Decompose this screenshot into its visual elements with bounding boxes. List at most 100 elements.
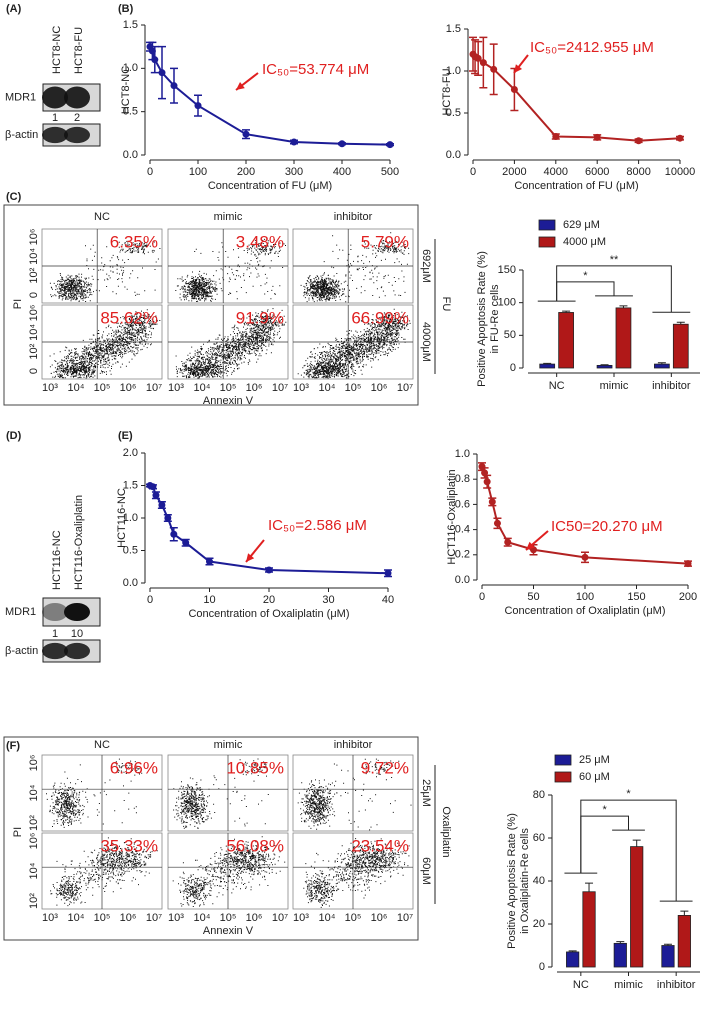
x-tick-label: 30 [322,594,334,606]
blot-band [64,603,90,621]
x-tick-label: 100 [576,591,594,603]
bar [615,307,632,369]
data-point [474,54,482,62]
percent-label: 3.48% [236,232,284,251]
y-tick-label: 2.0 [123,447,138,459]
x-tick-label: 10³ [42,382,58,394]
significance-label: * [626,788,631,800]
data-point [182,539,190,547]
x-tick-label: 10³ [293,912,309,924]
significance-bracket [556,265,672,313]
percent-label: 5.79% [361,232,409,251]
y-tick-label: 100 [498,297,516,309]
percent-label: 66.99% [351,308,409,327]
y-tick-label: 60 [533,832,545,844]
data-point [170,82,178,90]
legend-swatch [538,236,556,248]
annotation-arrowhead [246,553,255,562]
column-header: inhibitor [334,739,373,751]
x-tick-label: 10³ [168,382,184,394]
y-tick-label: 1.5 [446,23,461,35]
flow-events [297,308,411,379]
bar [582,891,596,968]
y-tick-label: 1.0 [123,62,138,74]
x-tick-label: 10⁷ [272,912,288,924]
x-tick-label: 10⁴ [68,912,85,924]
y-tick-label: 1.5 [123,479,138,491]
x-tick-label: 10⁵ [94,912,111,924]
data-point [386,141,394,149]
x-tick-label: mimic [614,979,643,991]
data-point [552,133,560,141]
row-label: β-actin [5,645,38,657]
significance-label: ** [610,254,619,266]
blot-band [64,126,90,144]
percent-label: 23.54% [351,836,409,855]
y-axis-label: HCT116-NC [116,488,128,548]
x-tick-label: 10⁷ [272,382,288,394]
flow-events [175,308,287,379]
significance-bracket [580,815,629,874]
data-point [684,560,692,568]
column-header: NC [94,211,110,223]
y-tick-label: 10⁴ [28,248,40,265]
x-tick-label: 10⁵ [345,912,362,924]
percent-label: 91.9% [236,308,284,327]
x-tick-label: 400 [333,166,351,178]
condition-label: 60μM [420,857,432,885]
y-tick-label: 150 [498,264,516,276]
x-tick-label: 4000 [544,166,568,178]
y-tick-label: 10⁴ [28,784,40,801]
x-tick-label: 10³ [168,912,184,924]
percent-label: 9.72% [361,758,409,777]
error-bar [585,882,594,892]
y-tick-label: 20 [533,918,545,930]
x-axis-label: Annexin V [203,395,254,407]
y-tick-label: 10² [28,343,40,359]
flow-events [49,309,161,379]
column-header: inhibitor [334,211,373,223]
significance-bracket [580,799,677,902]
y-axis-label: Positive Apoptosis Rate (%) [476,251,488,387]
data-line [149,484,389,575]
row-label: β-actin [5,129,38,141]
error-bar [543,362,552,365]
x-tick-label: 10⁷ [397,912,413,924]
bar [661,945,675,968]
x-tick-label: 0 [479,591,485,603]
x-tick-label: 10⁴ [194,382,211,394]
blot-band [42,642,68,660]
y-tick-label: 10² [28,815,40,831]
bar [654,363,670,369]
y-tick-label: 50 [504,329,516,341]
x-tick-label: 150 [627,591,645,603]
panel-label: (F) [6,740,20,752]
error-bar [616,941,625,944]
data-point [206,558,213,566]
percent-label: 6.96% [110,758,158,777]
x-tick-label: 40 [382,594,394,606]
drug-label: FU [440,297,452,312]
y-axis-label: HCT8-FU [441,68,453,115]
condition-label: 4000μM [420,322,432,362]
data-point [158,69,166,77]
y-axis-label: PI [12,299,24,309]
flow-events [46,758,143,828]
blot-band [42,603,68,621]
data-point [338,140,346,148]
x-tick-label: 200 [679,591,697,603]
data-point [483,478,491,486]
data-point [488,498,496,506]
x-tick-label: 6000 [585,166,609,178]
blot-band [42,86,68,109]
bar [539,363,556,369]
x-tick-label: 300 [285,166,303,178]
x-tick-label: 10⁷ [146,912,162,924]
y-tick-label: 10⁴ [28,324,40,341]
x-tick-label: 100 [189,166,207,178]
y-tick-label: 0.4 [455,524,470,536]
panel-label: (C) [6,191,22,203]
x-tick-label: 50 [527,591,539,603]
significance-label: * [583,270,588,282]
data-line [472,53,681,142]
